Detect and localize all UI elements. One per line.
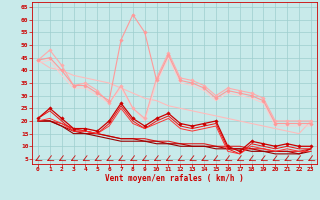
X-axis label: Vent moyen/en rafales ( km/h ): Vent moyen/en rafales ( km/h ) <box>105 174 244 183</box>
